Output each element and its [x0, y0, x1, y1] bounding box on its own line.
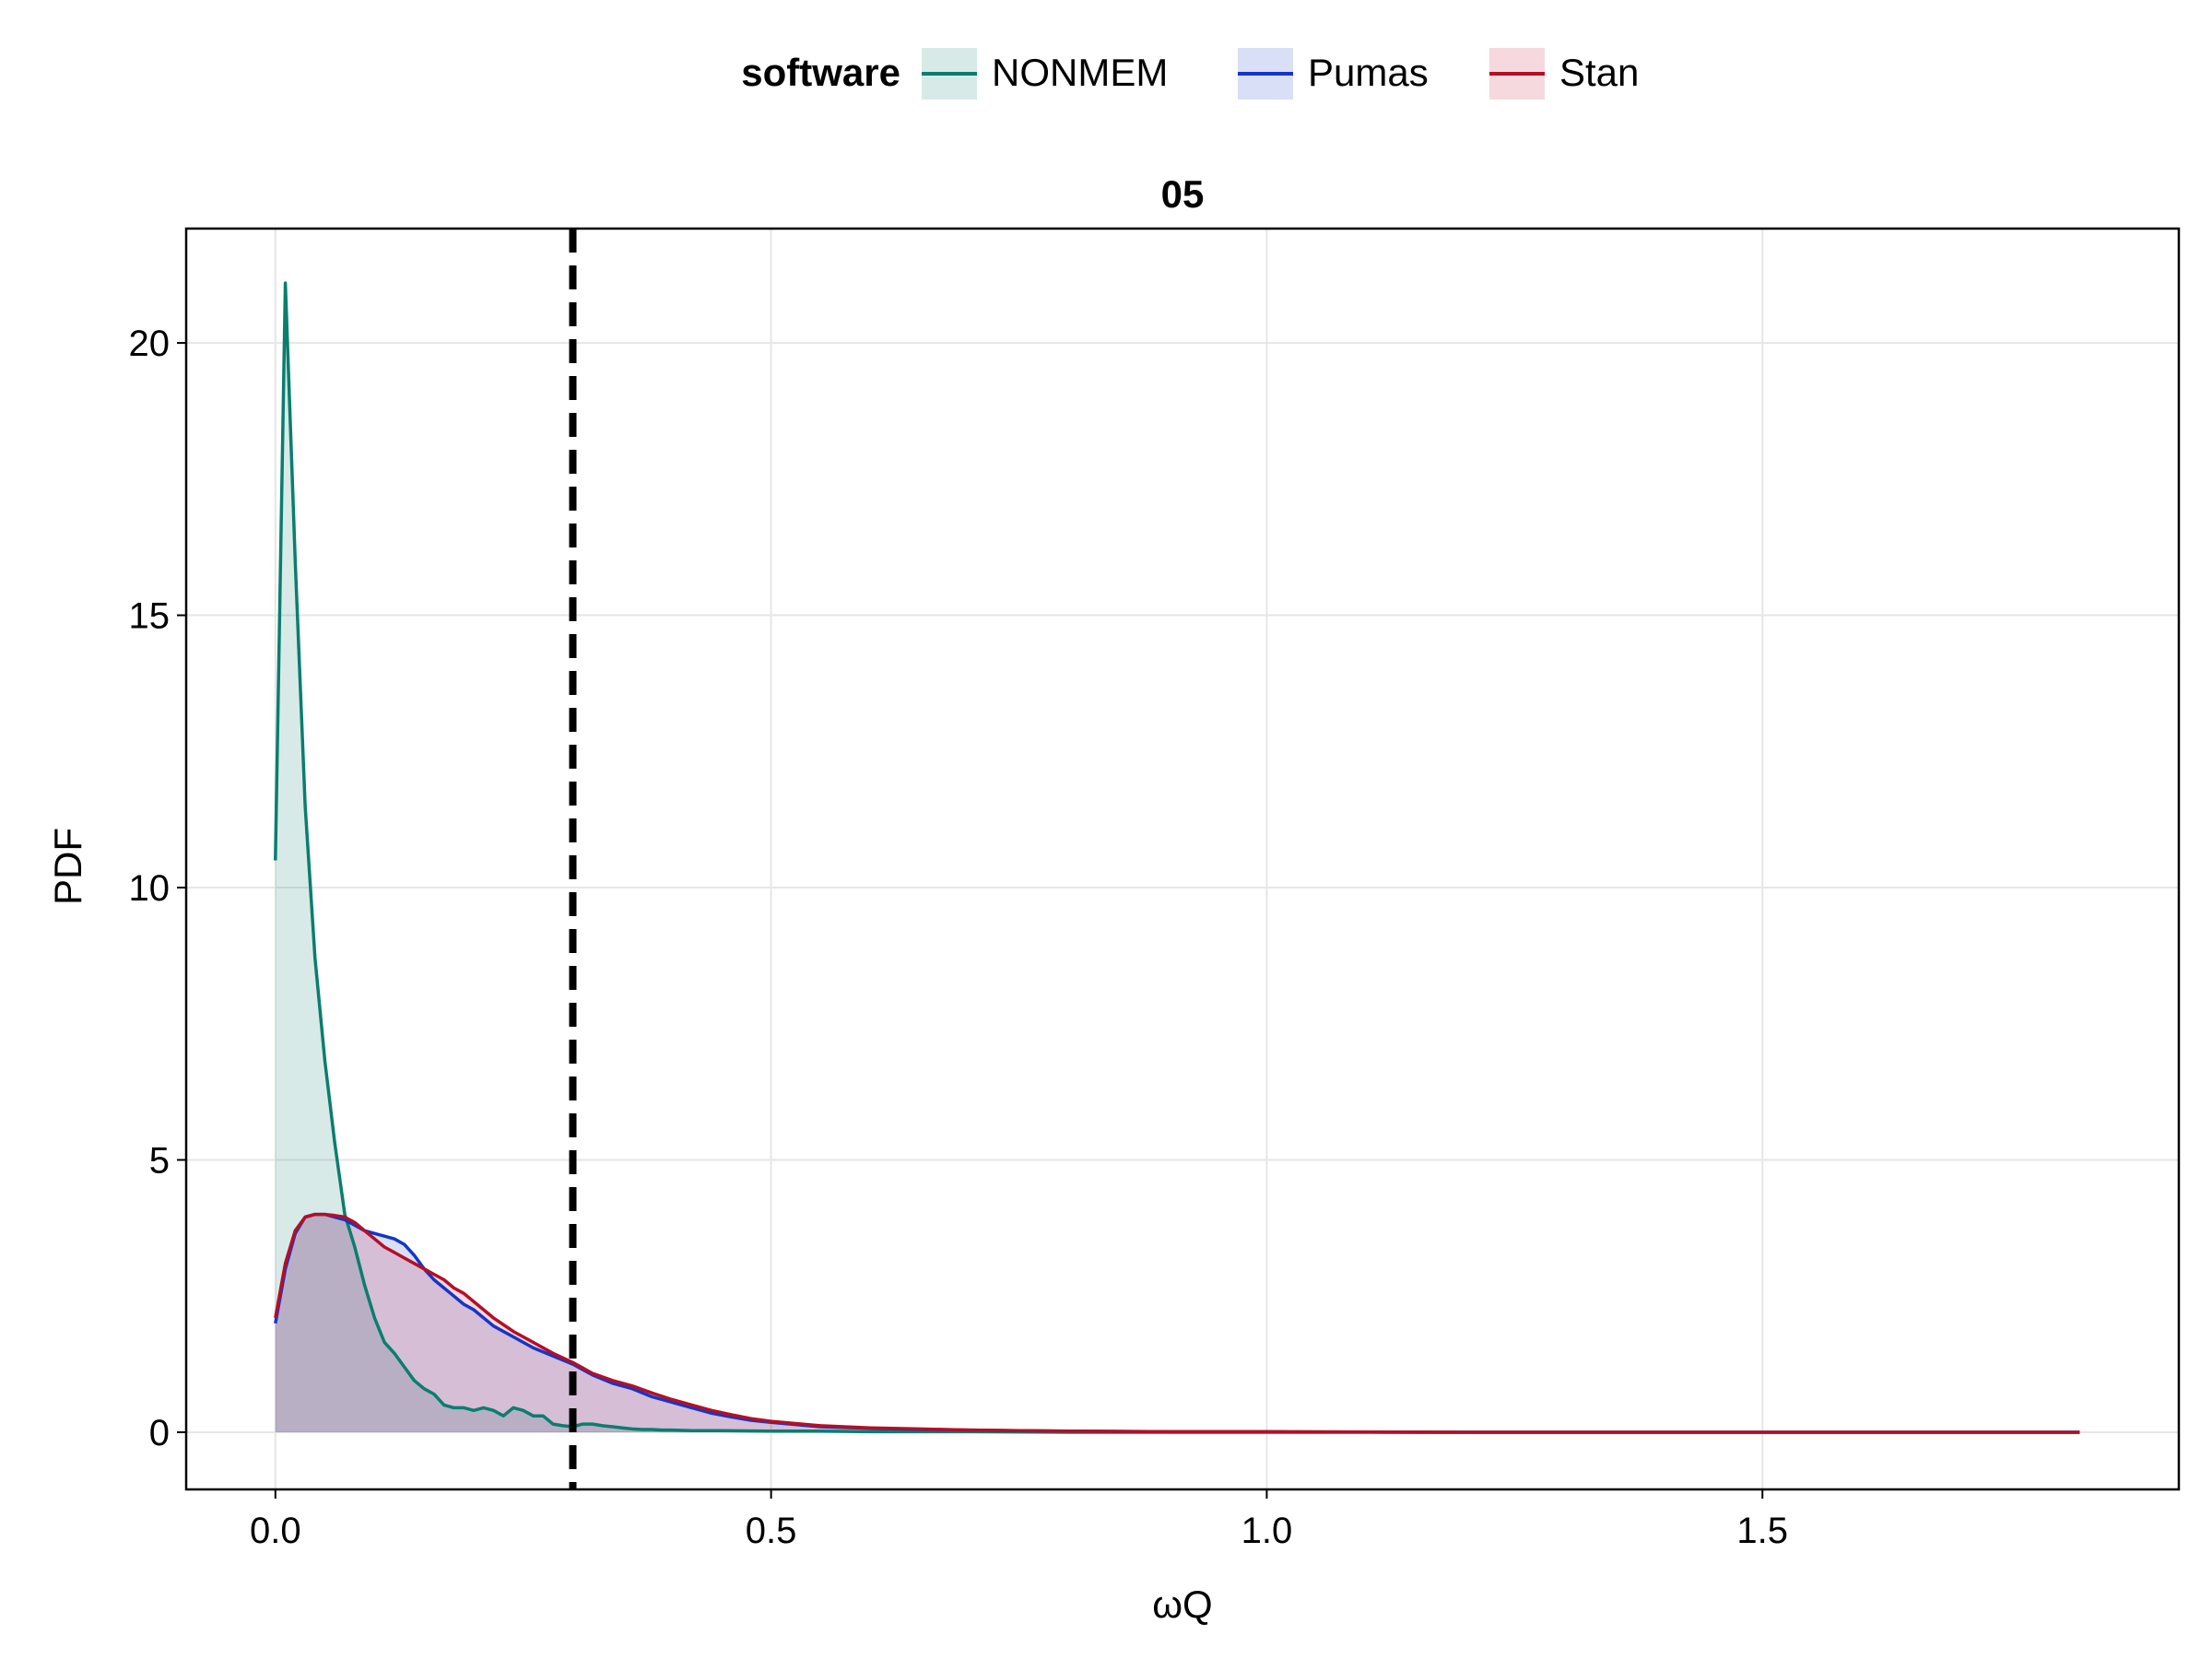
- density-lines: [274, 281, 2080, 1434]
- density-areas: [275, 283, 2080, 1433]
- legend-label-pumas: Pumas: [1308, 51, 1429, 94]
- legend-label-nonmem: NONMEM: [992, 51, 1168, 94]
- y-tick-label: 0: [149, 1413, 170, 1453]
- x-tick-label: 1.0: [1241, 1511, 1293, 1551]
- gridlines: [186, 229, 2179, 1489]
- plot-frame: [184, 227, 2181, 1491]
- x-tick-label: 0.0: [250, 1511, 301, 1551]
- x-axis-label: ωQ: [1152, 1583, 1212, 1626]
- x-tick-label: 0.5: [746, 1511, 797, 1551]
- legend-entry-pumas: Pumas: [1238, 48, 1429, 100]
- y-tick-label: 10: [129, 868, 171, 909]
- area-stan: [275, 1214, 2080, 1432]
- legend-title: software: [741, 51, 900, 94]
- line-nonmem: [274, 281, 2080, 1434]
- y-tick-label: 15: [129, 596, 171, 637]
- area-pumas: [275, 1214, 2080, 1432]
- legend-label-stan: Stan: [1559, 51, 1639, 94]
- area-nonmem: [275, 283, 2080, 1433]
- y-axis-label: PDF: [46, 828, 89, 905]
- y-tick-label: 20: [129, 324, 171, 364]
- legend-entry-nonmem: NONMEM: [922, 48, 1168, 100]
- x-tick-label: 1.5: [1736, 1511, 1788, 1551]
- legend: software NONMEM Pumas Stan: [741, 48, 1639, 100]
- axis-ticks: 0.0 0.5 1.0 1.5 0 5 10 15 20: [129, 324, 1789, 1551]
- legend-entry-stan: Stan: [1489, 48, 1639, 100]
- y-tick-label: 5: [149, 1140, 170, 1181]
- line-stan: [274, 1212, 2080, 1434]
- facet-title: 05: [1161, 172, 1205, 216]
